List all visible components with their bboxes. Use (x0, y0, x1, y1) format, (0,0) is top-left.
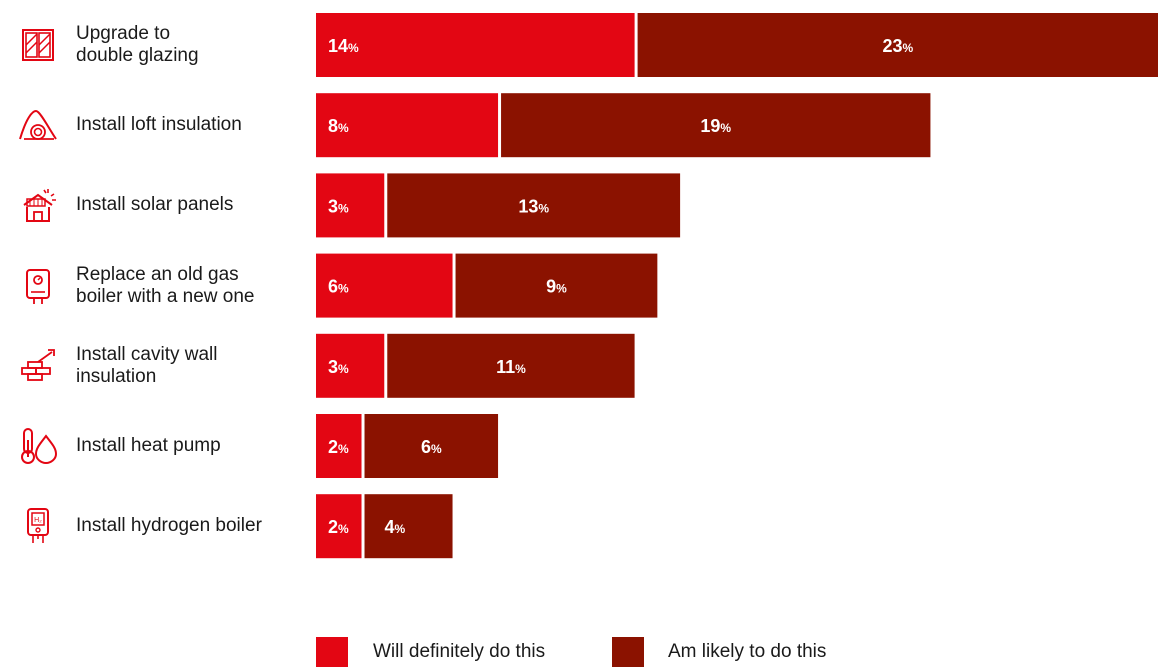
bar-likely (387, 333, 635, 398)
category-label-line: Upgrade to (76, 23, 171, 44)
category-label-line: Replace an old gas (76, 263, 239, 285)
bar-definitely (316, 414, 362, 478)
category-label: Install heat pump (76, 435, 308, 457)
hydrogen-boiler-icon: H₂ (18, 506, 58, 546)
data-label-definitely: 2% (328, 517, 349, 537)
bar-definitely (316, 333, 385, 398)
category-label-line: Install heat pump (76, 435, 221, 456)
cavity-wall-icon (18, 346, 58, 386)
category-label: Install hydrogen boiler (76, 515, 308, 537)
legend-label-likely: Am likely to do this (668, 641, 827, 662)
bar-definitely (316, 253, 453, 318)
category-label-line: Install solar panels (76, 194, 234, 216)
data-label-likely: 13% (518, 196, 549, 216)
data-label-definitely: 2% (328, 437, 349, 457)
legend-swatch-likely (612, 637, 644, 667)
bar-likely (501, 93, 931, 158)
category-label-line: Install cavity wall (76, 343, 218, 365)
category-label: Upgrade to double glazing (76, 23, 308, 67)
data-label-definitely: 3% (328, 196, 349, 216)
solar-house-icon (18, 185, 58, 225)
category-label-line: insulation (76, 365, 157, 387)
data-label-likely: 6% (421, 437, 442, 457)
category-label-line: boiler with a new one (76, 285, 255, 307)
gas-boiler-icon (18, 266, 58, 306)
bar-likely (364, 414, 499, 478)
category-label: Install cavity wall insulation (76, 344, 308, 388)
category-label: Install solar panels (76, 194, 308, 216)
data-label-likely: 9% (546, 277, 567, 297)
category-label: Replace an old gas boiler with a new one (76, 264, 308, 308)
data-label-definitely: 3% (328, 357, 349, 377)
bar-likely (387, 173, 681, 238)
category-label-line: Install hydrogen boiler (76, 515, 262, 537)
legend-swatch-definitely (316, 637, 348, 667)
heat-pump-icon (18, 426, 58, 466)
svg-text:H₂: H₂ (34, 517, 42, 524)
data-label-definitely: 8% (328, 116, 349, 136)
legend-label-definitely: Will definitely do this (373, 641, 546, 662)
data-label-definitely: 14% (328, 36, 359, 56)
bar-likely (364, 494, 453, 559)
data-label-definitely: 6% (328, 277, 349, 297)
category-label-line: Install loft insulation (76, 114, 242, 136)
bar-definitely (316, 13, 635, 77)
bar-likely (455, 253, 658, 318)
data-label-likely: 11% (496, 357, 526, 377)
loft-insulation-icon (18, 105, 58, 145)
data-label-likely: 19% (700, 116, 731, 136)
category-label-line: double glazing (76, 45, 199, 66)
data-label-likely: 4% (385, 517, 406, 537)
bar-definitely (316, 494, 362, 559)
bar-definitely (316, 93, 499, 158)
category-label: Install loft insulation (76, 114, 308, 136)
bar-likely (637, 13, 1158, 77)
window-icon (18, 25, 58, 65)
data-label-likely: 23% (882, 36, 913, 56)
bar-definitely (316, 173, 385, 238)
